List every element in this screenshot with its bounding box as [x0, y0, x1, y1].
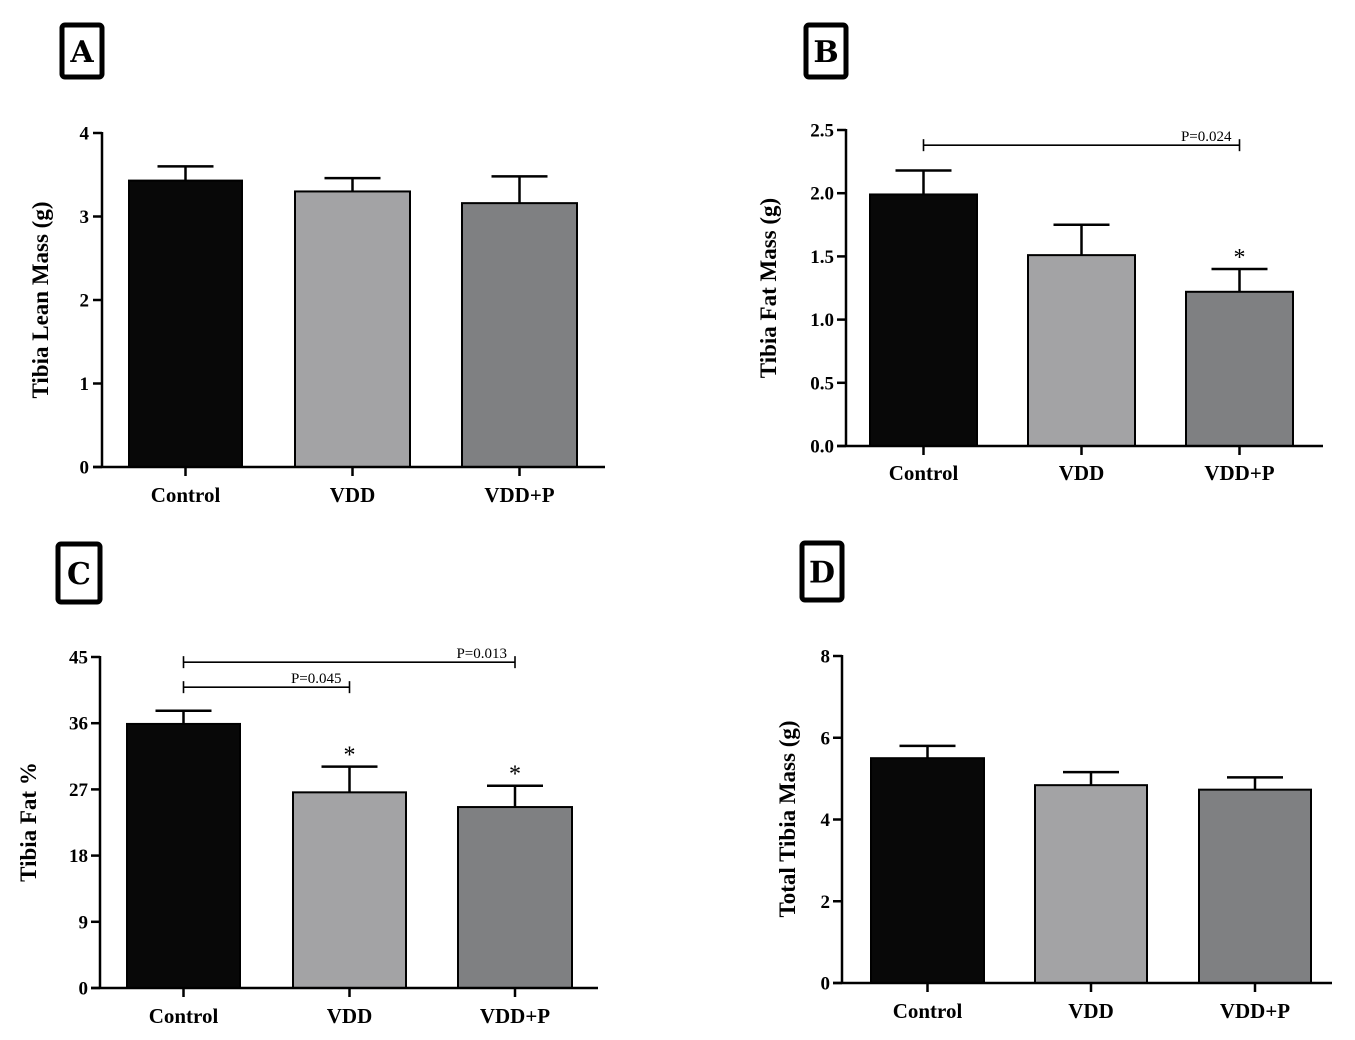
y-tick-label: 18 — [69, 846, 88, 867]
panel-letter-box — [59, 22, 105, 80]
x-tick-label: Control — [151, 483, 221, 507]
y-tick-label: 0 — [79, 979, 89, 1000]
bar-vdd — [294, 190, 411, 468]
y-tick-label: 2.5 — [810, 121, 834, 142]
y-tick-label: 6 — [821, 728, 831, 749]
y-tick-label: 0 — [821, 974, 831, 995]
y-axis-title: Tibia Fat Mass (g) — [756, 198, 781, 378]
x-tick-label: VDD+P — [484, 483, 554, 507]
y-tick-label: 4 — [821, 810, 831, 831]
y-tick-label: 0.0 — [810, 437, 834, 458]
p-value-label: P=0.045 — [291, 671, 342, 687]
bar-control — [128, 179, 243, 468]
bar-control — [126, 722, 241, 989]
chart-panel-d: D 0 2 4 6 8 Control VDD VDD+P Total Tibia Mass (g… — [775, 540, 1332, 1023]
bar-vdd — [1034, 784, 1148, 984]
panel-letter: B — [813, 35, 838, 70]
x-tick-label: Control — [889, 461, 959, 485]
x-tick-label: Control — [149, 1004, 219, 1028]
x-tick-label: VDD — [327, 1004, 373, 1028]
panel-letter-box — [799, 540, 845, 603]
bar-vdd-plusp — [461, 202, 578, 468]
y-tick-label: 1.5 — [810, 247, 834, 268]
y-tick-label: 4 — [80, 124, 90, 145]
y-tick-label: 0 — [80, 458, 90, 479]
x-tick-label: VDD+P — [480, 1004, 550, 1028]
y-tick-label: 1 — [80, 374, 90, 395]
significance-star: * — [344, 743, 356, 769]
p-value-label: P=0.024 — [1181, 129, 1232, 145]
y-tick-label: 8 — [821, 647, 831, 668]
panel-letter: C — [67, 557, 91, 592]
bar-vdd-plusp — [457, 806, 573, 990]
y-axis-title: Total Tibia Mass (g) — [775, 720, 800, 917]
x-tick-label: VDD — [330, 483, 376, 507]
panel-letter: D — [809, 556, 835, 591]
bar-vdd-plusp — [1185, 290, 1294, 447]
chart-panel-b: B 0.0 0.5 1.0 1.5 2.0 2.5 Control VDD VDD+P Tibia … — [756, 22, 1323, 485]
chart-panel-c: C 0 9 18 27 36 45 Control VDD VDD+P Tibia Fat % * * P… — [16, 541, 598, 1028]
x-tick-label: VDD+P — [1220, 999, 1290, 1023]
y-tick-label: 2 — [80, 291, 90, 312]
bar-vdd — [1027, 254, 1136, 447]
bar-control — [870, 757, 985, 984]
panel-letter: A — [69, 35, 94, 70]
significance-star: * — [509, 762, 521, 788]
chart-panel-a: A 0 1 2 3 4 Control VDD VDD+P Tibia Lean Mass (g) — [28, 22, 605, 507]
y-tick-label: 1.0 — [810, 310, 834, 331]
y-tick-label: 0.5 — [810, 373, 834, 394]
y-axis-title: Tibia Fat % — [16, 762, 41, 882]
y-tick-label: 36 — [69, 714, 88, 735]
bar-vdd — [292, 791, 407, 989]
y-tick-label: 2 — [821, 892, 831, 913]
panel-letter-box — [803, 22, 849, 80]
y-tick-label: 2.0 — [810, 184, 834, 205]
y-tick-label: 9 — [79, 912, 89, 933]
y-tick-label: 3 — [80, 207, 90, 228]
bar-control — [869, 193, 978, 447]
x-tick-label: Control — [893, 999, 963, 1023]
p-value-label: P=0.013 — [456, 646, 507, 662]
x-tick-label: VDD+P — [1204, 461, 1274, 485]
y-axis-title: Tibia Lean Mass (g) — [28, 201, 53, 398]
x-tick-label: VDD — [1068, 999, 1114, 1023]
bar-vdd-plusp — [1198, 788, 1312, 984]
panel-letter-box — [55, 541, 103, 605]
x-tick-label: VDD — [1059, 461, 1105, 485]
y-tick-label: 45 — [69, 648, 88, 669]
significance-star: * — [1234, 245, 1246, 271]
y-tick-label: 27 — [69, 780, 89, 801]
